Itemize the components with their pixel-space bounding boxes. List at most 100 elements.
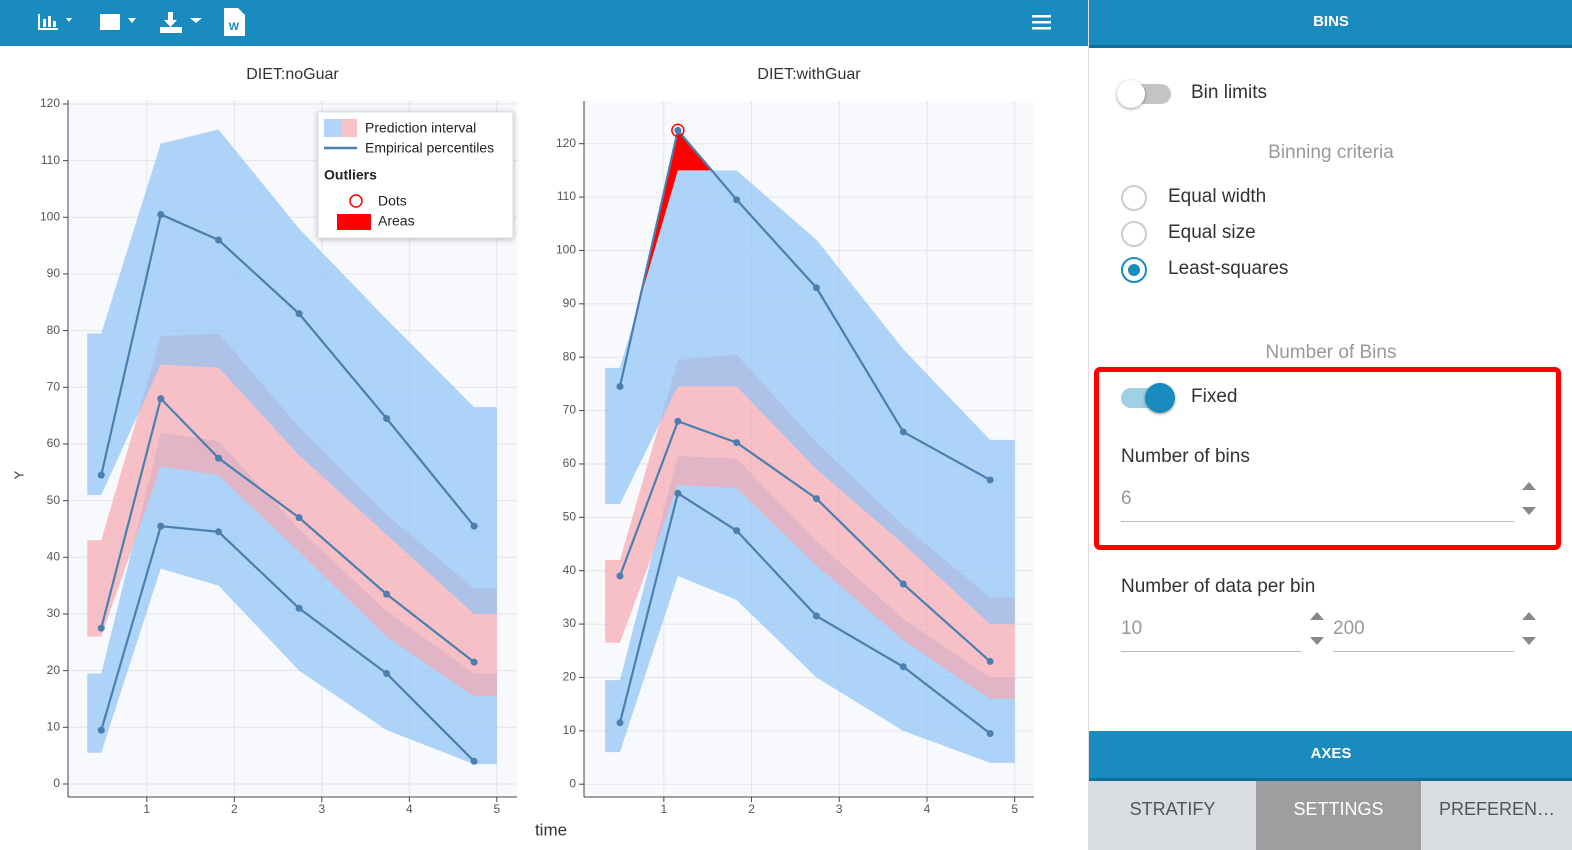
y-tick-label: 40	[563, 563, 577, 577]
percentile-dot	[157, 395, 165, 403]
spin-up[interactable]	[1522, 612, 1536, 620]
prediction-band	[87, 129, 497, 614]
menu-icon[interactable]	[1032, 15, 1051, 30]
chart-title: DIET:noGuar	[246, 66, 339, 83]
y-tick-label: 10	[563, 723, 577, 737]
radio[interactable]	[1121, 185, 1147, 211]
percentile-dot	[986, 476, 994, 484]
y-tick-label: 10	[47, 719, 61, 733]
tab[interactable]: PREFEREN…	[1421, 781, 1572, 850]
percentile-line	[618, 127, 991, 481]
legend-title: Outliers	[324, 167, 377, 183]
y-tick-label: 60	[563, 456, 577, 470]
y-tick-label: 110	[557, 189, 576, 203]
spin-down[interactable]	[1522, 637, 1536, 645]
percentile-dot	[616, 383, 624, 391]
x-tick-label: 1	[660, 802, 667, 816]
percentile-dot	[986, 729, 994, 737]
number-of-bins-label: Number of bins	[1121, 446, 1250, 467]
percentile-dot	[733, 527, 741, 535]
chart-title: DIET:withGuar	[757, 66, 861, 83]
y-tick-label: 90	[47, 266, 61, 280]
percentile-line	[618, 419, 991, 663]
y-tick-label: 100	[556, 243, 576, 257]
y-tick-label: 0	[53, 776, 60, 790]
percentile-dot	[674, 489, 682, 497]
percentile-dot	[215, 528, 223, 536]
y-tick-label: 50	[563, 509, 577, 523]
radio[interactable]	[1121, 221, 1147, 247]
percentile-dot	[616, 719, 624, 727]
axes-header[interactable]: AXES	[1089, 731, 1572, 781]
percentile-dot	[812, 612, 820, 620]
chart-icon[interactable]	[38, 14, 72, 30]
number-of-bins-input[interactable]: 6	[1121, 488, 1132, 509]
radio[interactable]	[1121, 257, 1147, 283]
percentile-dot	[733, 439, 741, 447]
percentile-dot	[157, 210, 165, 218]
percentile-dot	[812, 495, 820, 503]
y-tick-label: 80	[47, 323, 61, 337]
x-tick-label: 3	[318, 802, 325, 816]
y-tick-label: 120	[40, 96, 60, 110]
spin-up[interactable]	[1310, 612, 1324, 620]
svg-text:W: W	[229, 21, 240, 33]
y-tick-label: 90	[563, 296, 577, 310]
percentile-dot	[899, 580, 907, 588]
data-per-bin-min[interactable]: 10	[1121, 618, 1143, 639]
y-tick-label: 70	[563, 403, 577, 417]
prediction-band	[605, 354, 1015, 699]
y-tick-label: 70	[47, 379, 61, 393]
percentile-dot	[97, 471, 105, 479]
y-tick-label: 50	[47, 493, 61, 507]
percentile-dot	[899, 428, 907, 436]
percentile-line	[100, 396, 475, 664]
spin-down[interactable]	[1522, 507, 1536, 515]
percentile-dot	[899, 663, 907, 671]
percentile-dot	[295, 604, 303, 612]
radio-label: Equal size	[1168, 222, 1256, 243]
y-tick-label: 120	[556, 136, 576, 150]
tab[interactable]: STRATIFY	[1089, 781, 1256, 850]
download-icon[interactable]	[160, 12, 202, 33]
x-tick-label: 2	[748, 802, 755, 816]
y-axis-label: Y	[11, 470, 26, 479]
data-per-bin-label: Number of data per bin	[1121, 576, 1316, 597]
bin-limits-toggle[interactable]	[1117, 80, 1171, 108]
legend-swatch	[324, 119, 341, 137]
input-underline	[1121, 651, 1301, 652]
y-tick-label: 110	[41, 153, 60, 167]
bins-header[interactable]: BINS	[1089, 0, 1572, 48]
y-tick-label: 60	[47, 436, 61, 450]
percentile-dot	[215, 236, 223, 244]
binning-criteria: Binning criteria	[1268, 142, 1394, 163]
chart-area: W Y time DIET:noGuar01020304050607080901…	[0, 0, 1088, 839]
tab[interactable]: SETTINGS	[1256, 781, 1421, 850]
highlight-box	[1094, 367, 1561, 550]
table-icon[interactable]	[100, 14, 136, 30]
legend-label: Empirical percentiles	[365, 140, 494, 156]
percentile-line	[100, 524, 475, 763]
percentile-dot	[674, 417, 682, 425]
word-icon[interactable]: W	[224, 8, 245, 36]
radio-dot	[1128, 264, 1140, 276]
fixed-toggle[interactable]	[1121, 383, 1175, 413]
x-tick-label: 3	[836, 802, 843, 816]
toolbar	[0, 0, 1088, 46]
bin-limits-label: Bin limits	[1191, 82, 1268, 103]
y-tick-label: 30	[563, 616, 577, 630]
outlier-dot	[671, 123, 685, 138]
input-underline	[1333, 651, 1514, 652]
data-per-bin-max[interactable]: 200	[1333, 618, 1365, 639]
percentile-dot	[295, 514, 303, 522]
percentile-dot	[986, 657, 994, 665]
x-axis-label: time	[535, 820, 567, 839]
percentile-dot	[295, 310, 303, 318]
percentile-line	[618, 491, 991, 735]
spin-down[interactable]	[1310, 637, 1324, 645]
radio-label: Equal width	[1168, 186, 1267, 207]
prediction-band	[87, 333, 497, 697]
spin-up[interactable]	[1522, 482, 1536, 490]
percentile-dot	[157, 522, 165, 530]
